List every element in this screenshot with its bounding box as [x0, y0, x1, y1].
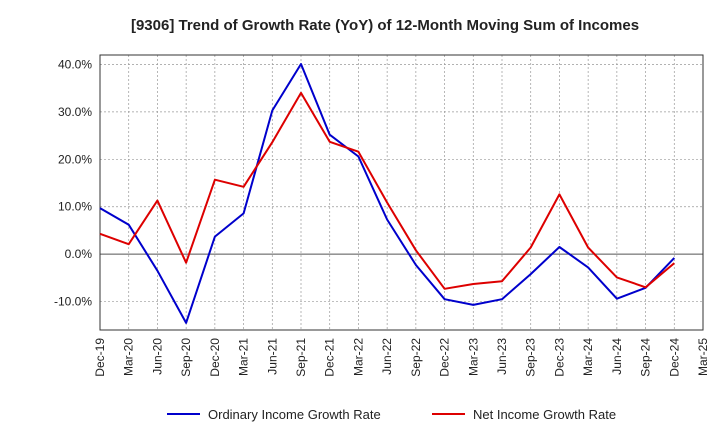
x-tick-label: Mar-24: [581, 338, 595, 376]
grid: [99, 54, 704, 331]
x-tick-label: Mar-20: [122, 338, 136, 376]
x-tick-label: Sep-20: [179, 338, 193, 377]
x-tick-label: Jun-20: [150, 338, 164, 375]
x-tick-label: Mar-23: [466, 338, 480, 376]
x-tick-label: Sep-22: [409, 338, 423, 377]
y-tick-label: 30.0%: [58, 105, 92, 119]
x-axis: Dec-19 Mar-20 Jun-20 Sep-20 Dec-20 Mar-21 Jun-…: [93, 338, 710, 377]
y-axis: -10.0% 0.0% 10.0% 20.0% 30.0% 40.0%: [54, 57, 92, 308]
x-tick-label: Sep-23: [524, 338, 538, 377]
legend-label: Ordinary Income Growth Rate: [208, 407, 381, 422]
legend-label: Net Income Growth Rate: [473, 407, 616, 422]
x-tick-label: Mar-25: [696, 338, 710, 376]
series-lines: [99, 63, 676, 324]
plot-frame: [99, 54, 704, 331]
x-tick-label: Dec-19: [93, 338, 107, 377]
x-tick-label: Mar-21: [237, 338, 251, 376]
y-tick-label: 20.0%: [58, 152, 92, 166]
chart-title: [9306] Trend of Growth Rate (YoY) of 12-…: [131, 17, 639, 34]
x-tick-label: Jun-22: [380, 338, 394, 375]
series-line-ordinary-income: [99, 63, 676, 324]
x-tick-label: Sep-24: [639, 338, 653, 377]
y-tick-label: 10.0%: [58, 200, 92, 214]
x-tick-label: Dec-20: [208, 338, 222, 377]
x-tick-label: Dec-22: [438, 338, 452, 377]
y-tick-label: -10.0%: [54, 295, 92, 309]
y-tick-label: 0.0%: [65, 247, 93, 261]
x-tick-label: Dec-21: [323, 338, 337, 377]
x-tick-label: Dec-24: [667, 338, 681, 377]
x-tick-label: Jun-21: [265, 338, 279, 375]
legend: Ordinary Income Growth Rate Net Income Gr…: [167, 407, 616, 422]
x-tick-label: Dec-23: [552, 338, 566, 377]
x-tick-label: Jun-23: [495, 338, 509, 375]
series-line-net-income: [99, 91, 675, 290]
x-tick-label: Mar-22: [351, 338, 365, 376]
x-tick-label: Jun-24: [610, 338, 624, 375]
y-tick-label: 40.0%: [58, 57, 92, 71]
x-tick-label: Sep-21: [294, 338, 308, 377]
